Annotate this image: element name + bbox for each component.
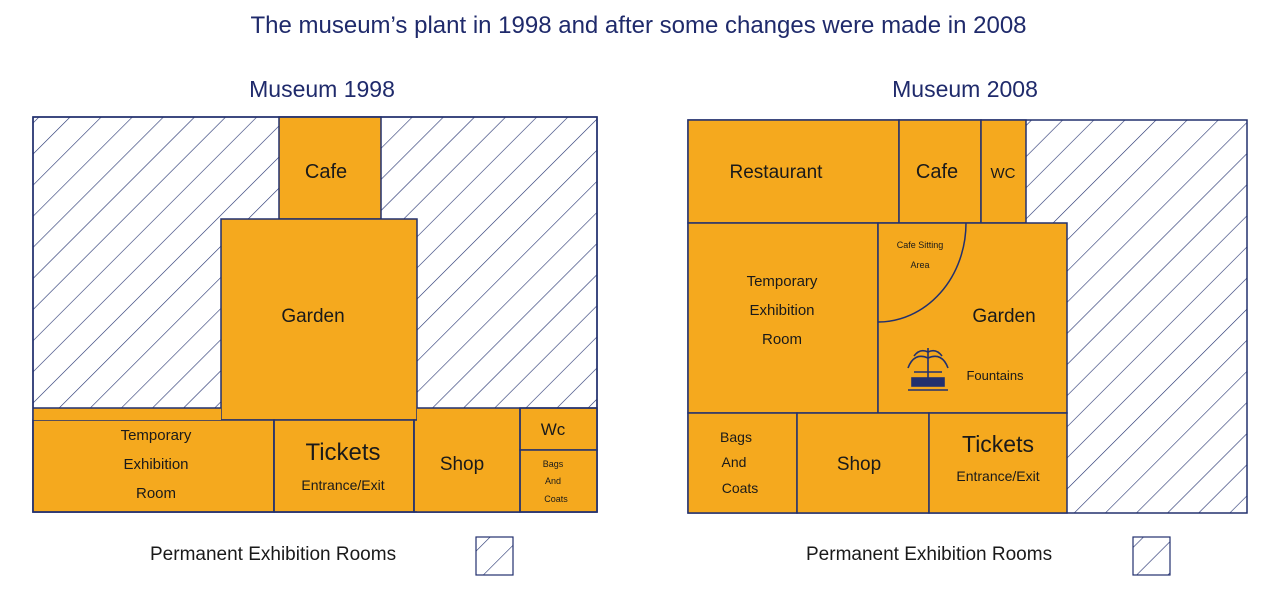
legend-swatch-1998 [475,536,514,576]
label-shop-2008: Shop [837,454,881,475]
label-tickets-1998: Tickets [305,439,380,466]
heading-2008: Museum 2008 [892,76,1038,102]
label-garden-2008: Garden [972,306,1035,327]
label-cafe-2008: Cafe [916,161,958,183]
label-entrance-1998: Entrance/Exit [301,477,384,493]
label-wc-2008: WC [991,165,1016,182]
room-wc-1998 [519,407,598,451]
label-bags-2008-line2: And [722,454,747,470]
room-wc-2008 [980,119,1027,224]
plan-2008: Restaurant Cafe WC Cafe Sitting Area Gar… [687,119,1248,514]
label-temporary-1998-line1: Temporary [121,427,192,444]
room-garden-2008 [877,222,1068,414]
label-bags-1998-line2: And [545,476,561,486]
heading-1998: Museum 1998 [249,76,395,102]
label-temporary-2008-line2: Exhibition [749,302,814,319]
room-bags-2008 [687,412,798,514]
legend-label-1998: Permanent Exhibition Rooms [150,544,397,565]
legend-label-2008: Permanent Exhibition Rooms [806,544,1053,565]
cafe-sitting-arc [877,222,967,323]
label-bags-1998-line3: Coats [544,494,568,504]
room-tickets-1998 [273,419,415,513]
room-shop-2008 [796,412,930,514]
label-sitting-2008-line1: Cafe Sitting [897,240,944,250]
label-entrance-2008: Entrance/Exit [956,468,1039,484]
label-temporary-1998-line2: Exhibition [123,456,188,473]
label-restaurant-2008: Restaurant [730,162,824,183]
room-temporary-2008 [687,222,879,414]
label-sitting-2008-line2: Area [910,260,929,270]
label-temporary-1998-line3: Room [136,485,176,502]
legend-swatch-2008 [1132,536,1171,576]
room-tickets-2008 [928,412,1068,514]
label-temporary-2008-line3: Room [762,331,802,348]
diagram-title: The museum’s plant in 1998 and after som… [250,12,1027,39]
room-cafe-2008 [898,119,982,224]
label-bags-1998-line1: Bags [543,459,564,469]
label-bags-2008-line1: Bags [720,429,752,445]
label-garden-1998: Garden [281,306,344,327]
fountain-icon [907,348,949,391]
label-fountains-2008: Fountains [966,368,1024,383]
label-temporary-2008-line1: Temporary [747,273,818,290]
label-bags-2008-line3: Coats [722,480,759,496]
label-shop-1998: Shop [440,454,484,475]
label-wc-1998: Wc [541,420,566,439]
label-cafe-1998: Cafe [305,161,347,183]
label-tickets-2008: Tickets [962,431,1034,457]
room-restaurant-2008 [687,119,900,224]
plan-1998: Cafe Garden Temporary Exhibition Room Ti… [32,116,598,513]
